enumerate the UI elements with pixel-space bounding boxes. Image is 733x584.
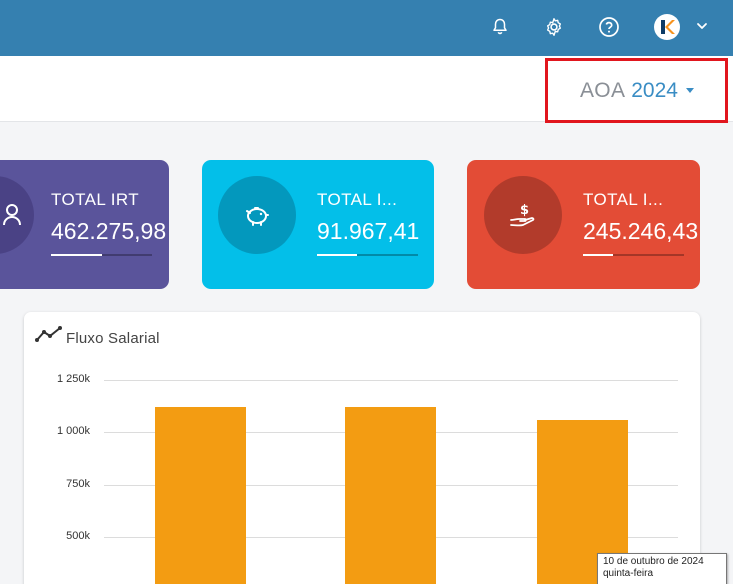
y-tick-label: 500k xyxy=(66,530,90,542)
currency-label: AOA xyxy=(580,78,626,102)
card-progress xyxy=(583,254,684,256)
stat-card-irt[interactable]: TOTAL IRT 462.275,98 xyxy=(0,160,169,289)
tooltip-weekday: quinta-feira xyxy=(603,568,654,579)
trend-line-icon xyxy=(35,326,62,342)
date-tooltip: 10 de outubro de 2024 quinta-feira xyxy=(597,553,727,584)
stat-card-inss[interactable]: TOTAL I... 91.967,41 xyxy=(202,160,434,289)
y-tick-label: 1 000k xyxy=(56,425,90,438)
user-avatar[interactable] xyxy=(654,14,680,40)
card-value: 245.246,43 xyxy=(583,218,699,244)
card-progress-fill xyxy=(317,254,358,256)
help-question-icon[interactable] xyxy=(596,14,622,40)
card-title: TOTAL I... xyxy=(317,190,398,209)
stat-card-ins[interactable]: $ TOTAL I... 245.246,43 xyxy=(467,160,700,289)
card-value: 91.967,41 xyxy=(317,218,420,244)
card-progress xyxy=(317,254,418,256)
card-icon-circle xyxy=(218,176,296,254)
y-tick-label: 750k xyxy=(66,477,90,490)
chart-title: Fluxo Salarial xyxy=(66,330,160,347)
sub-header xyxy=(0,56,733,122)
card-title: TOTAL IRT xyxy=(51,190,139,209)
piggy-bank-icon xyxy=(246,207,269,226)
chevron-down-icon[interactable] xyxy=(694,18,710,34)
notifications-bell-icon[interactable] xyxy=(487,14,513,40)
year-label: 2024 xyxy=(631,78,678,102)
salary-flow-chart-card: Fluxo Salarial 1 250k 1 000k 750k 500k xyxy=(24,312,700,584)
caret-down-icon xyxy=(685,88,694,93)
tooltip-date: 10 de outubro de 2024 xyxy=(603,556,704,567)
company-logo-icon xyxy=(661,20,675,34)
card-icon-circle: $ xyxy=(484,176,562,254)
card-progress xyxy=(51,254,152,256)
person-icon xyxy=(3,204,21,226)
settings-gear-icon[interactable] xyxy=(541,14,567,40)
card-progress-fill xyxy=(51,254,102,256)
chart-bar[interactable] xyxy=(345,407,436,584)
chart-gridline xyxy=(104,380,678,381)
hand-dollar-icon: $ xyxy=(510,203,535,227)
top-navbar xyxy=(0,0,733,56)
card-progress-fill xyxy=(583,254,614,256)
fiscal-year-dropdown[interactable]: AOA 2024 xyxy=(545,58,728,123)
card-title: TOTAL I... xyxy=(583,190,664,209)
chart-bar[interactable] xyxy=(155,407,246,584)
card-icon-circle xyxy=(0,176,34,254)
y-tick-label: 1 250k xyxy=(56,373,90,385)
svg-text:$: $ xyxy=(520,203,529,218)
card-value: 462.275,98 xyxy=(51,218,167,244)
